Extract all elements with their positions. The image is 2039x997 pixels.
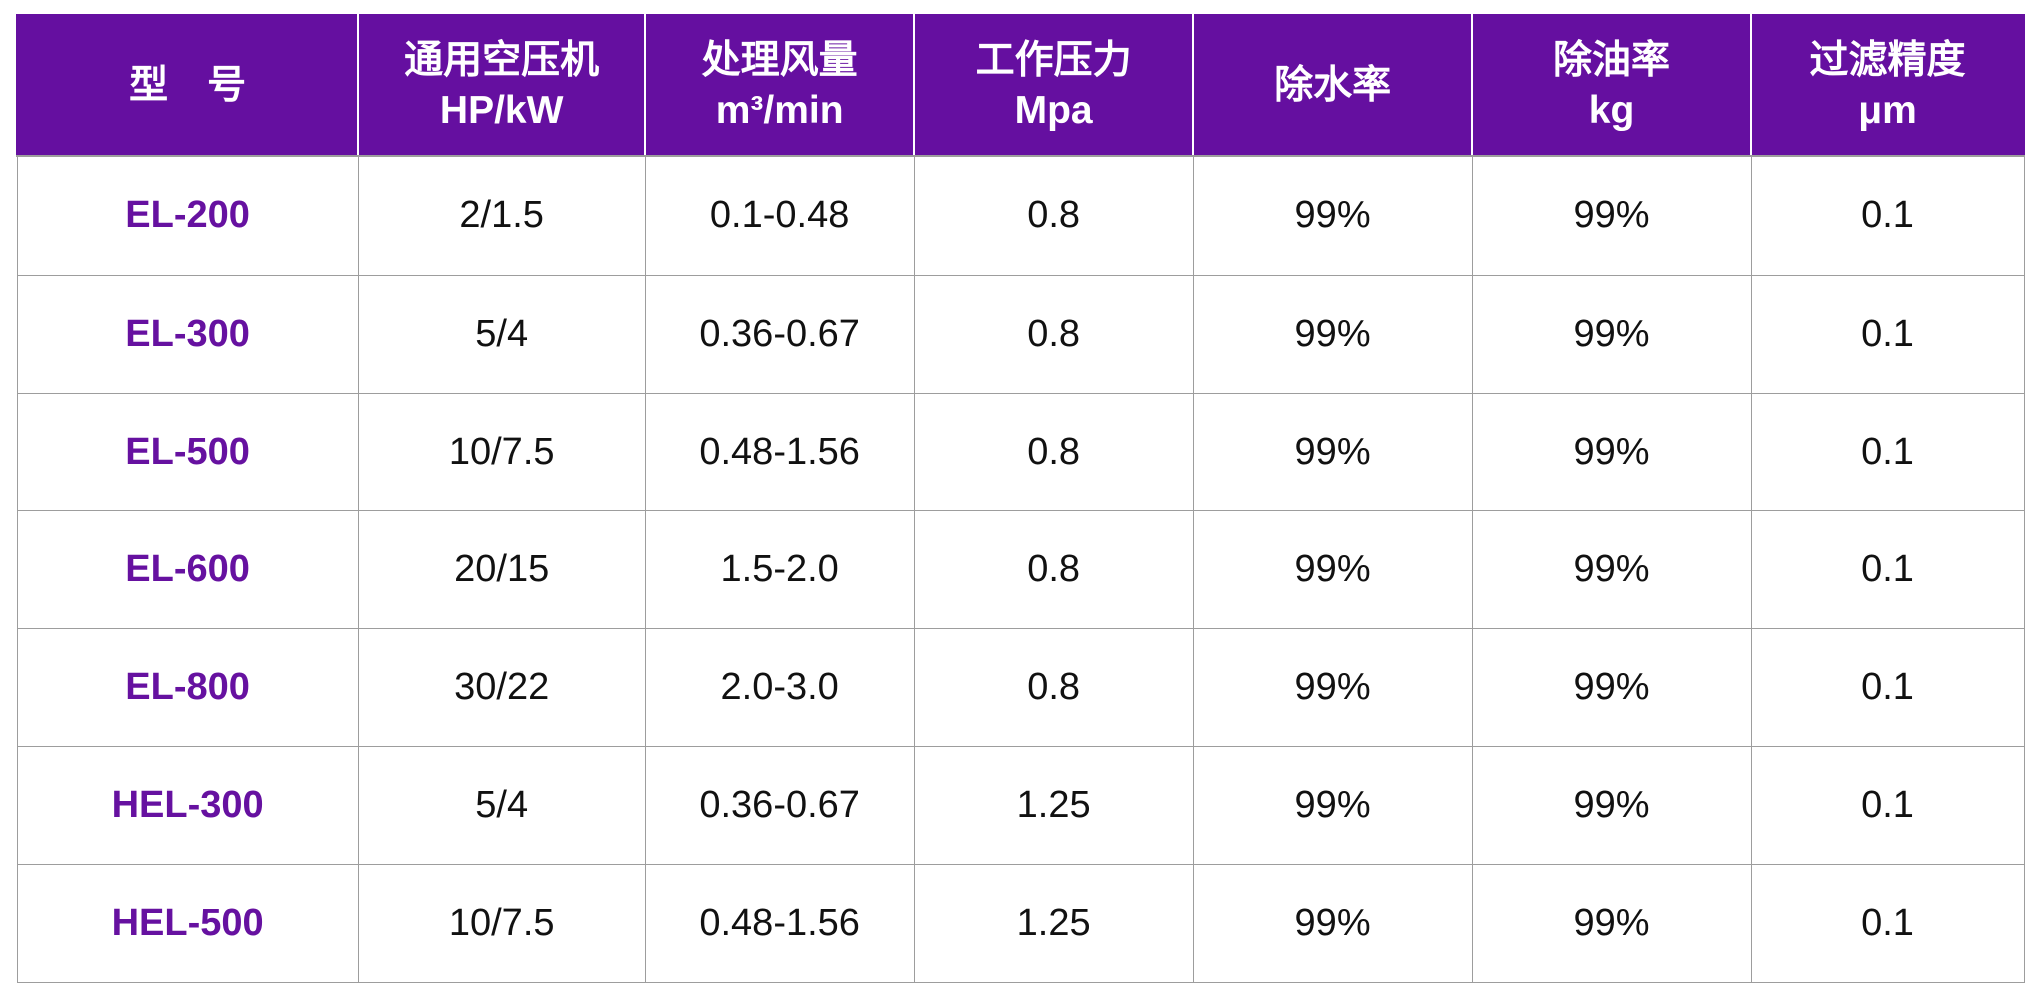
- column-header-water_removal: 除水率: [1193, 14, 1474, 157]
- flow-cell: 0.36-0.67: [644, 746, 915, 866]
- pressure-cell: 1.25: [913, 746, 1194, 866]
- flow-cell: 0.48-1.56: [644, 392, 915, 512]
- column-header-model: 型 号: [15, 14, 360, 157]
- oil_removal-cell: 99%: [1471, 274, 1752, 394]
- column-header-unit: HP/kW: [439, 88, 564, 132]
- flow-cell: 1.5-2.0: [644, 510, 915, 630]
- water_removal-cell: 99%: [1192, 746, 1473, 866]
- flow-cell: 0.36-0.67: [644, 274, 915, 394]
- model-cell: HEL-500: [16, 864, 359, 983]
- oil_removal-cell: 99%: [1471, 155, 1752, 276]
- column-header-label: 除油率: [1553, 38, 1671, 82]
- water_removal-cell: 99%: [1192, 392, 1473, 512]
- hp_kw-cell: 10/7.5: [357, 864, 646, 983]
- oil_removal-cell: 99%: [1471, 392, 1752, 512]
- oil_removal-cell: 99%: [1471, 510, 1752, 630]
- model-cell: HEL-300: [16, 746, 359, 866]
- hp_kw-cell: 30/22: [357, 628, 646, 748]
- water_removal-cell: 99%: [1192, 274, 1473, 394]
- table-row: EL-600 20/15 1.5-2.0 0.8 99% 99% 0.1: [16, 510, 2025, 630]
- column-header-label: 过滤精度: [1809, 38, 1966, 82]
- table-row: EL-500 10/7.5 0.48-1.56 0.8 99% 99% 0.1: [16, 392, 2025, 512]
- filtration-cell: 0.1: [1750, 746, 2025, 866]
- pressure-cell: 1.25: [913, 864, 1194, 983]
- model-cell: EL-500: [16, 392, 359, 512]
- column-header-flow: 处理风量 m³/min: [645, 14, 916, 157]
- column-header-label: 型 号: [129, 63, 247, 107]
- flow-cell: 2.0-3.0: [644, 628, 915, 748]
- column-header-unit: m³/min: [715, 88, 844, 132]
- header-row: 型 号 通用空压机 HP/kW 处理风量 m³/min 工作压力 Mpa 除水率 除油率 kg 过滤…: [15, 14, 2025, 157]
- water_removal-cell: 99%: [1192, 510, 1473, 630]
- column-header-label: 处理风量: [701, 38, 858, 82]
- spec-table-wrapper: 型 号 通用空压机 HP/kW 处理风量 m³/min 工作压力 Mpa 除水率 除油率 kg 过滤…: [15, 14, 2025, 983]
- spec-table-body: EL-200 2/1.5 0.1-0.48 0.8 99% 99% 0.1 EL-300 5/4…: [16, 155, 2025, 983]
- pressure-cell: 0.8: [913, 155, 1194, 276]
- table-row: HEL-300 5/4 0.36-0.67 1.25 99% 99% 0.1: [16, 746, 2025, 866]
- table-row: EL-200 2/1.5 0.1-0.48 0.8 99% 99% 0.1: [16, 155, 2025, 276]
- column-header-unit: μm: [1858, 88, 1917, 132]
- water_removal-cell: 99%: [1192, 864, 1473, 983]
- flow-cell: 0.48-1.56: [644, 864, 915, 983]
- column-header-filtration: 过滤精度 μm: [1751, 14, 2025, 157]
- column-header-label: 工作压力: [975, 38, 1132, 82]
- column-header-label: 通用空压机: [404, 38, 600, 82]
- oil_removal-cell: 99%: [1471, 628, 1752, 748]
- model-cell: EL-600: [16, 510, 359, 630]
- filtration-cell: 0.1: [1750, 392, 2025, 512]
- pressure-cell: 0.8: [913, 628, 1194, 748]
- model-cell: EL-800: [16, 628, 359, 748]
- pressure-cell: 0.8: [913, 392, 1194, 512]
- pressure-cell: 0.8: [913, 274, 1194, 394]
- column-header-label: 除水率: [1274, 63, 1392, 107]
- table-row: EL-800 30/22 2.0-3.0 0.8 99% 99% 0.1: [16, 628, 2025, 748]
- flow-cell: 0.1-0.48: [644, 155, 915, 276]
- table-row: HEL-500 10/7.5 0.48-1.56 1.25 99% 99% 0.1: [16, 864, 2025, 983]
- water_removal-cell: 99%: [1192, 628, 1473, 748]
- filtration-cell: 0.1: [1750, 628, 2025, 748]
- model-cell: EL-300: [16, 274, 359, 394]
- filtration-cell: 0.1: [1750, 155, 2025, 276]
- hp_kw-cell: 20/15: [357, 510, 646, 630]
- filtration-cell: 0.1: [1750, 510, 2025, 630]
- column-header-hp_kw: 通用空压机 HP/kW: [358, 14, 647, 157]
- pressure-cell: 0.8: [913, 510, 1194, 630]
- hp_kw-cell: 5/4: [357, 746, 646, 866]
- spec-table-header: 型 号 通用空压机 HP/kW 处理风量 m³/min 工作压力 Mpa 除水率 除油率 kg 过滤…: [15, 14, 2025, 157]
- water_removal-cell: 99%: [1192, 155, 1473, 276]
- column-header-unit: Mpa: [1014, 88, 1093, 132]
- oil_removal-cell: 99%: [1471, 864, 1752, 983]
- table-row: EL-300 5/4 0.36-0.67 0.8 99% 99% 0.1: [16, 274, 2025, 394]
- hp_kw-cell: 5/4: [357, 274, 646, 394]
- hp_kw-cell: 2/1.5: [357, 155, 646, 276]
- model-cell: EL-200: [16, 155, 359, 276]
- spec-table: 型 号 通用空压机 HP/kW 处理风量 m³/min 工作压力 Mpa 除水率 除油率 kg 过滤…: [15, 14, 2025, 983]
- column-header-unit: kg: [1588, 88, 1635, 132]
- filtration-cell: 0.1: [1750, 274, 2025, 394]
- column-header-oil_removal: 除油率 kg: [1472, 14, 1753, 157]
- hp_kw-cell: 10/7.5: [357, 392, 646, 512]
- column-header-pressure: 工作压力 Mpa: [914, 14, 1195, 157]
- filtration-cell: 0.1: [1750, 864, 2025, 983]
- oil_removal-cell: 99%: [1471, 746, 1752, 866]
